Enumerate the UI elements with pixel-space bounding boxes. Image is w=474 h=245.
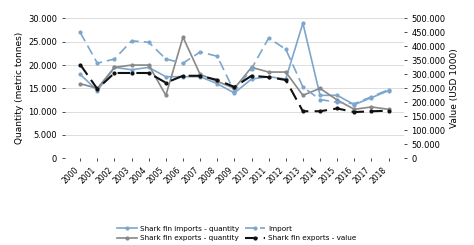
Shark fin imports - quantity xyxy=(266,75,272,78)
Line: Import: Import xyxy=(79,31,390,105)
Shark fin imports - quantity xyxy=(317,94,323,97)
Shark fin exports - value xyxy=(386,109,392,112)
Import xyxy=(129,39,135,42)
Shark fin imports - quantity xyxy=(249,78,255,81)
Import xyxy=(249,67,255,70)
Shark fin exports - value xyxy=(214,78,220,81)
Import xyxy=(266,37,272,39)
Shark fin exports - value xyxy=(180,74,186,77)
Shark fin imports - quantity xyxy=(129,68,135,71)
Shark fin exports - value xyxy=(369,110,374,113)
Import xyxy=(351,102,357,105)
Shark fin exports - quantity xyxy=(146,64,152,67)
Import xyxy=(214,55,220,58)
Shark fin exports - value xyxy=(266,76,272,79)
Shark fin exports - value xyxy=(317,110,323,113)
Shark fin exports - value xyxy=(351,111,357,114)
Import xyxy=(317,98,323,101)
Shark fin imports - quantity xyxy=(231,92,237,95)
Shark fin exports - quantity xyxy=(94,87,100,90)
Import xyxy=(369,95,374,98)
Import xyxy=(180,62,186,65)
Shark fin exports - quantity xyxy=(351,108,357,111)
Import xyxy=(163,58,169,61)
Shark fin exports - quantity xyxy=(231,87,237,90)
Shark fin imports - quantity xyxy=(334,94,340,97)
Shark fin imports - quantity xyxy=(180,75,186,78)
Shark fin imports - quantity xyxy=(386,89,392,92)
Shark fin exports - quantity xyxy=(369,106,374,109)
Shark fin exports - value xyxy=(300,110,306,113)
Import xyxy=(283,48,289,51)
Shark fin imports - quantity xyxy=(146,66,152,69)
Shark fin imports - quantity xyxy=(351,103,357,106)
Shark fin imports - quantity xyxy=(77,73,83,76)
Shark fin imports - quantity xyxy=(300,22,306,25)
Line: Shark fin exports - value: Shark fin exports - value xyxy=(79,63,390,113)
Shark fin exports - value xyxy=(283,78,289,81)
Legend: Shark fin imports - quantity, Shark fin exports - quantity, Import, Shark fin ex: Shark fin imports - quantity, Shark fin … xyxy=(117,226,357,241)
Line: Shark fin imports - quantity: Shark fin imports - quantity xyxy=(79,22,390,106)
Import xyxy=(112,58,118,61)
Shark fin exports - value xyxy=(231,86,237,88)
Shark fin imports - quantity xyxy=(197,75,203,78)
Shark fin exports - quantity xyxy=(300,94,306,97)
Shark fin imports - quantity xyxy=(214,82,220,85)
Shark fin exports - value xyxy=(163,81,169,84)
Shark fin exports - quantity xyxy=(129,64,135,67)
Shark fin exports - quantity xyxy=(317,87,323,90)
Shark fin exports - value xyxy=(112,72,118,74)
Line: Shark fin exports - quantity: Shark fin exports - quantity xyxy=(79,36,390,111)
Import xyxy=(94,62,100,65)
Import xyxy=(197,50,203,53)
Shark fin imports - quantity xyxy=(112,66,118,69)
Shark fin imports - quantity xyxy=(94,89,100,92)
Shark fin exports - quantity xyxy=(283,71,289,73)
Import xyxy=(334,101,340,104)
Shark fin exports - value xyxy=(77,63,83,66)
Shark fin exports - value xyxy=(249,74,255,77)
Shark fin exports - value xyxy=(197,74,203,77)
Import xyxy=(231,90,237,93)
Shark fin exports - value xyxy=(129,72,135,74)
Shark fin exports - quantity xyxy=(266,71,272,73)
Shark fin exports - quantity xyxy=(197,73,203,76)
Import xyxy=(386,88,392,91)
Import xyxy=(146,41,152,44)
Shark fin exports - quantity xyxy=(163,94,169,97)
Shark fin exports - quantity xyxy=(77,82,83,85)
Shark fin exports - quantity xyxy=(386,108,392,111)
Shark fin exports - quantity xyxy=(249,66,255,69)
Shark fin exports - value xyxy=(94,87,100,90)
Import xyxy=(300,86,306,88)
Y-axis label: Value (USD 1000): Value (USD 1000) xyxy=(450,49,459,128)
Shark fin exports - quantity xyxy=(112,66,118,69)
Y-axis label: Quantity (metric tonnes): Quantity (metric tonnes) xyxy=(15,32,24,145)
Import xyxy=(77,31,83,34)
Shark fin imports - quantity xyxy=(283,78,289,81)
Shark fin imports - quantity xyxy=(163,75,169,78)
Shark fin exports - quantity xyxy=(334,98,340,101)
Shark fin exports - quantity xyxy=(180,36,186,39)
Shark fin exports - value xyxy=(334,107,340,110)
Shark fin exports - quantity xyxy=(214,80,220,83)
Shark fin exports - value xyxy=(146,72,152,74)
Shark fin imports - quantity xyxy=(369,96,374,99)
